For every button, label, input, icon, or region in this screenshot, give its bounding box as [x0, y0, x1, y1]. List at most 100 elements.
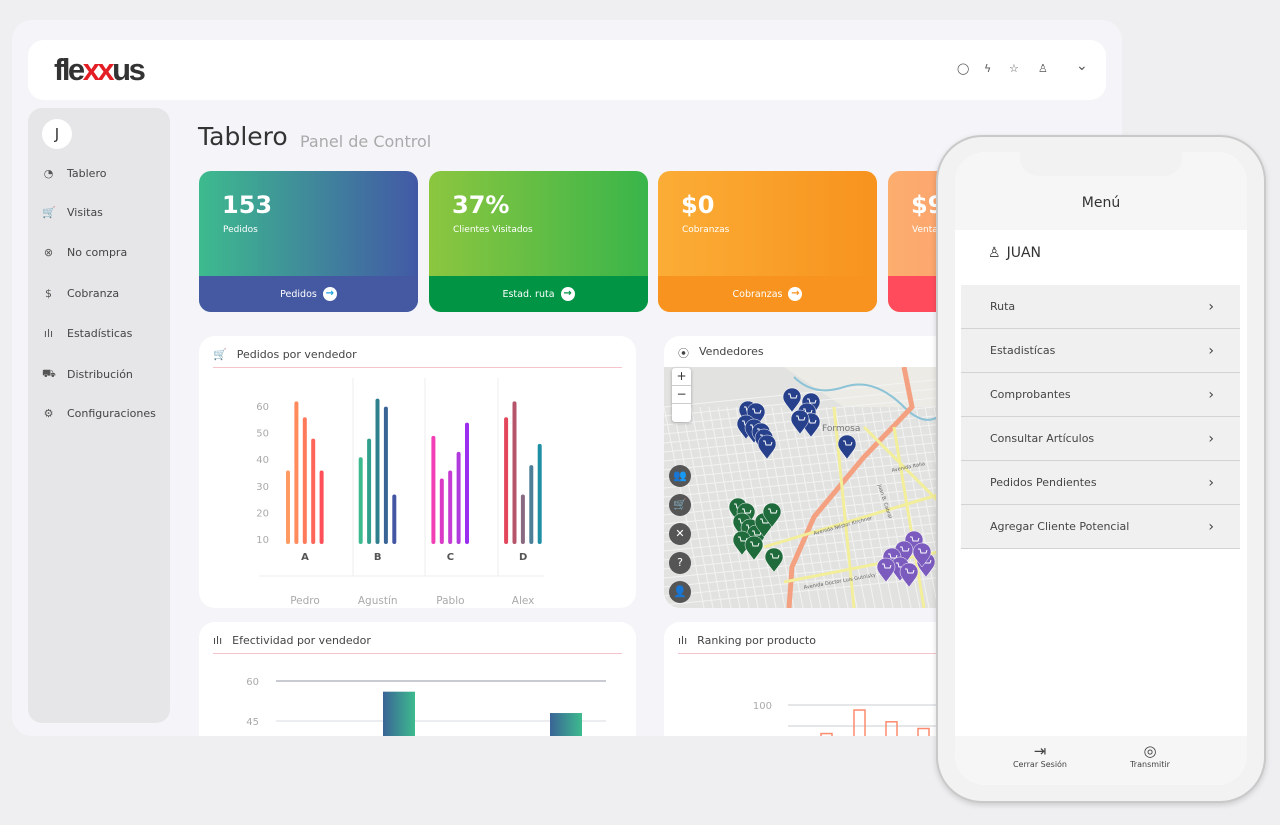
group-name-label: Pablo	[436, 595, 464, 607]
menu-item-0[interactable]: Ruta ›	[961, 285, 1240, 329]
menu-item-4[interactable]: Pedidos Pendientes ›	[961, 461, 1240, 505]
star-icon[interactable]: ☆	[1009, 62, 1019, 75]
bar	[885, 721, 898, 736]
category-label: C	[447, 552, 454, 563]
cart-icon: 🛒	[213, 348, 227, 361]
logout-button[interactable]: ⇥ Cerrar Sesión	[995, 742, 1085, 769]
user-icon[interactable]: ♙	[1038, 62, 1048, 75]
broadcast-button[interactable]: ◎ Transmitir	[1105, 742, 1195, 769]
sidebar-item-3[interactable]: $ Cobranza	[42, 287, 119, 300]
arrow-right-icon: →	[322, 287, 337, 301]
cancel-circle-icon: ⊗	[43, 246, 54, 259]
zoom-out-button[interactable]: −	[672, 386, 691, 404]
menu-item-3[interactable]: Consultar Artículos ›	[961, 417, 1240, 461]
y-tick-label: 60	[246, 677, 259, 688]
user-icon: 👤	[673, 585, 687, 598]
location-pin-icon: ⦿	[678, 347, 689, 360]
bar-chart-icon: ılı	[43, 327, 54, 340]
sidebar-item-1[interactable]: 🛒 Visitas	[42, 206, 103, 219]
bar	[550, 713, 582, 736]
close-icon: ✕	[675, 527, 685, 540]
group-name-label: Alex	[512, 595, 535, 607]
chevron-down-icon[interactable]: ⌄	[1076, 58, 1088, 74]
kpi-label: Venta	[912, 225, 938, 235]
kpi-footer-link[interactable]: Cobranzas →	[658, 276, 877, 312]
kpi-card-2[interactable]: $0 Cobranzas Cobranzas →	[658, 171, 877, 312]
category-label: B	[374, 552, 382, 563]
bolt-icon[interactable]: ϟ	[984, 62, 992, 75]
category-label: A	[301, 552, 309, 563]
chevron-right-icon: ›	[1208, 518, 1214, 535]
vendor-marker	[764, 547, 784, 573]
sidebar-item-5[interactable]: ⛟ Distribución	[42, 367, 133, 381]
kpi-card-1[interactable]: 37% Clientes Visitados Estad. ruta →	[429, 171, 648, 312]
kpi-card-0[interactable]: 153 Pedidos Pedidos →	[199, 171, 418, 312]
chevron-right-icon: ›	[1208, 430, 1214, 447]
map-tool-user-icon[interactable]: 👤	[669, 581, 691, 603]
vendedores-map-panel: ⦿ Vendedores Formosa Avenida Italia Avenida…	[664, 336, 964, 608]
cart-icon	[752, 530, 762, 536]
kpi-value: 153	[222, 191, 273, 219]
cart-icon	[770, 553, 780, 559]
sidebar-item-2[interactable]: ⊗ No compra	[43, 246, 128, 259]
menu-item-5[interactable]: Agregar Cliente Potencial ›	[961, 505, 1240, 549]
panel-title: Vendedores	[699, 345, 764, 358]
map-tool-help-icon[interactable]: ?	[669, 552, 691, 574]
cart-icon	[843, 440, 853, 446]
ranking-bar-chart: 10075	[753, 701, 964, 736]
cart-icon	[763, 440, 773, 446]
cart-icon	[910, 536, 920, 542]
chevron-right-icon: ›	[1208, 342, 1214, 359]
vendor-marker	[912, 542, 932, 568]
cart-icon	[750, 541, 760, 547]
chevron-right-icon: ›	[1208, 298, 1214, 315]
menu-title: Menú	[1081, 195, 1121, 211]
cart-icon	[882, 563, 892, 569]
truck-icon: ⛟	[42, 367, 56, 380]
arrow-right-icon: →	[560, 287, 575, 301]
flexxus-logo[interactable]: flexxus	[54, 52, 146, 87]
panel-title: Pedidos por vendedor	[236, 348, 357, 361]
bar	[917, 727, 930, 736]
kpi-footer-link[interactable]: Pedidos →	[199, 276, 418, 312]
menu-item-1[interactable]: Estadistícas ›	[961, 329, 1240, 373]
group-name-label: Agustín	[358, 595, 398, 607]
sidebar-item-4[interactable]: ılı Estadísticas	[43, 327, 133, 340]
vendor-marker	[837, 434, 857, 460]
vendor-marker	[782, 387, 802, 413]
kpi-footer-link[interactable]: Estad. ruta →	[429, 276, 648, 312]
user-label: ♙ JUAN	[988, 245, 1041, 261]
cart-icon	[900, 546, 910, 552]
top-header: flexxus ◯ ϟ ☆ ♙ ⌄	[28, 40, 1106, 100]
zoom-in-button[interactable]: +	[672, 368, 691, 386]
map-tool-group-icon[interactable]: 👥	[669, 465, 691, 487]
menu-item-2[interactable]: Comprobantes ›	[961, 373, 1240, 417]
pedidos-bar-chart: 10 20 30 40 50 60 A Pedro B Agustín C Pablo D Alex	[256, 378, 544, 607]
cart-icon: 🛒	[673, 498, 687, 511]
phone-screen: Menú ♙ JUAN Ruta › Estadistícas › Comprobante…	[955, 152, 1247, 785]
chat-icon[interactable]: ◯	[957, 62, 970, 75]
sidebar-item-6[interactable]: ⚙ Configuraciones	[43, 407, 156, 420]
dollar-icon: $	[45, 287, 52, 300]
group-name-label: Pedro	[290, 595, 320, 607]
gear-icon: ⚙	[43, 407, 54, 420]
map-tool-close-icon[interactable]: ✕	[669, 523, 691, 545]
vendor-marker	[876, 557, 896, 583]
page-subtitle: Panel de Control	[300, 132, 432, 151]
cart-icon	[752, 408, 762, 414]
cart-icon	[905, 568, 915, 574]
avatar[interactable]: J	[42, 119, 72, 149]
map-tool-cart-icon[interactable]: 🛒	[669, 494, 691, 516]
y-tick-label: 45	[246, 717, 259, 728]
panel-title: Efectividad por vendedor	[232, 634, 371, 647]
arrow-right-icon: →	[788, 287, 803, 301]
vendor-marker	[757, 434, 777, 460]
kpi-label: Cobranzas	[682, 225, 730, 235]
sidebar-item-0[interactable]: ◔ Tablero	[43, 167, 107, 180]
bar	[820, 732, 833, 736]
cart-icon	[768, 508, 778, 514]
chevron-right-icon: ›	[1208, 386, 1214, 403]
page-title: Tablero	[198, 122, 288, 151]
cart-icon	[788, 393, 798, 399]
